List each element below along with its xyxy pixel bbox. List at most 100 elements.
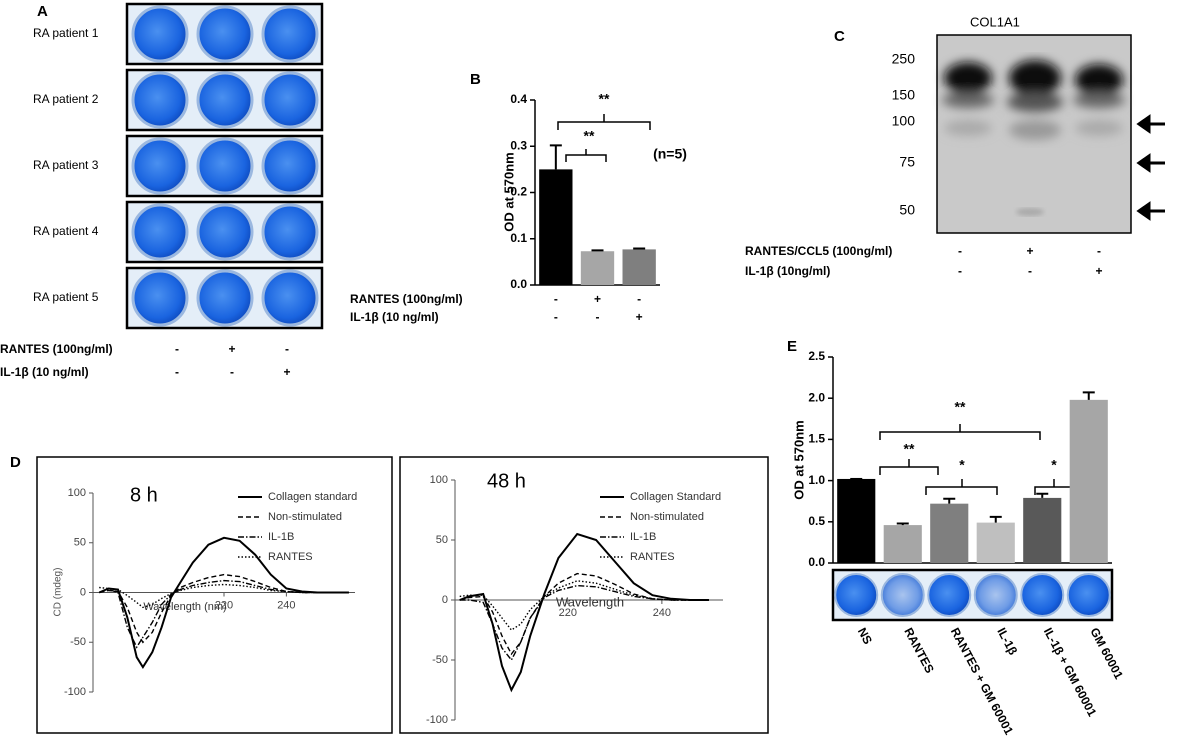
significance-brackets xyxy=(557,114,1074,495)
panel-label: C xyxy=(834,28,845,45)
condition-sign: - xyxy=(230,365,234,379)
y-axis-label: OD at 570nm xyxy=(791,420,806,499)
y-tick-label: 2.0 xyxy=(808,390,825,404)
bar xyxy=(976,522,1015,563)
x-axis-label: Wavelength (nm) xyxy=(143,601,226,613)
x-tick-label: 220 xyxy=(559,607,577,619)
mw-marker: 150 xyxy=(892,87,916,103)
error-bar xyxy=(591,249,604,252)
annotation: ** xyxy=(904,441,915,457)
well xyxy=(196,5,254,63)
y-tick-label: 50 xyxy=(74,537,86,549)
y-tick-label: 0.2 xyxy=(510,185,527,199)
y-tick-label: 0.3 xyxy=(510,138,527,152)
error-bar xyxy=(1082,391,1095,400)
condition-sign: + xyxy=(1095,264,1102,278)
x-tick-label: GM 60001 xyxy=(1087,625,1126,681)
row-label: RA patient 2 xyxy=(33,92,99,106)
legend-label: Collagen standard xyxy=(268,491,357,503)
y-tick-label: 0.5 xyxy=(808,514,825,528)
condition-sign: - xyxy=(554,292,558,306)
annotation: ** xyxy=(599,91,610,107)
condition-sign: - xyxy=(637,292,641,306)
well xyxy=(880,573,925,617)
condition-sign: - xyxy=(958,244,962,258)
mw-marker: 50 xyxy=(899,202,915,218)
line-chart: -100 -50 0 50 100 220 240 D CD (mdeg) 8 h Waveleng… xyxy=(10,454,357,698)
condition-sign: - xyxy=(958,264,962,278)
well xyxy=(261,5,319,63)
error-bar xyxy=(1036,492,1049,498)
y-tick-label: 0.1 xyxy=(510,231,527,245)
error-bar xyxy=(943,497,956,504)
x-tick-label: IL-1β xyxy=(994,625,1020,657)
annotation: (n=5) xyxy=(653,146,687,162)
well xyxy=(131,269,189,327)
series-line xyxy=(459,572,709,656)
condition-label: RANTES (100ng/ml) xyxy=(0,342,113,356)
panel-label: E xyxy=(787,338,797,355)
well xyxy=(973,573,1018,617)
well xyxy=(196,269,254,327)
series-line xyxy=(98,579,349,649)
legend-label: IL-1B xyxy=(268,531,294,543)
legend-label: RANTES xyxy=(268,551,313,563)
series-line xyxy=(459,532,709,693)
well xyxy=(261,137,319,195)
x-tick-label: NS xyxy=(855,625,875,646)
well xyxy=(196,203,254,261)
error-bar xyxy=(549,144,562,170)
row-label: RA patient 4 xyxy=(33,224,99,238)
well xyxy=(1066,573,1111,617)
series-line xyxy=(459,584,709,662)
legend-label: IL-1B xyxy=(630,531,656,543)
well xyxy=(131,203,189,261)
legend-label: Collagen Standard xyxy=(630,491,721,503)
y-tick-label: 50 xyxy=(436,534,448,546)
panel-label: D xyxy=(10,454,21,471)
y-tick-label: 0.0 xyxy=(808,555,825,569)
y-tick-label: 0.4 xyxy=(510,92,527,106)
x-tick-label: IL-1β + GM 60001 xyxy=(1041,625,1100,719)
condition-sign: + xyxy=(228,342,235,356)
well xyxy=(261,71,319,129)
legend-label: RANTES xyxy=(630,551,675,563)
y-tick-label: -50 xyxy=(70,636,86,648)
bar-chart: 0.0 0.1 0.2 0.3 0.4 OD at 570nm B ** ** (n=5) RANT… xyxy=(350,71,687,324)
well xyxy=(131,5,189,63)
y-tick-label: -50 xyxy=(432,654,448,666)
series-line xyxy=(98,536,349,669)
row-label: RA patient 5 xyxy=(33,290,99,304)
x-axis-label: Wavelength xyxy=(556,594,624,609)
y-axis-label: CD (mdeg) xyxy=(53,568,64,617)
well xyxy=(131,71,189,129)
mw-marker: 100 xyxy=(892,113,916,129)
error-bar xyxy=(989,515,1002,523)
well xyxy=(261,269,319,327)
condition-sign: - xyxy=(596,310,600,324)
mw-marker: 250 xyxy=(892,51,916,67)
bar xyxy=(539,169,573,285)
condition-sign: + xyxy=(594,292,601,306)
y-tick-label: 2.5 xyxy=(808,349,825,363)
annotation: * xyxy=(959,457,965,473)
error-bar xyxy=(633,247,646,250)
condition-sign: - xyxy=(1028,264,1032,278)
well xyxy=(196,71,254,129)
y-tick-label: 1.0 xyxy=(808,473,825,487)
condition-label: IL-1β (10 ng/ml) xyxy=(0,365,89,379)
line-chart: -100 -50 0 50 100 220 240 48 h Wavelength Collage… xyxy=(426,470,723,726)
chart-title: 48 h xyxy=(487,470,526,492)
y-tick-label: 0.0 xyxy=(510,277,527,291)
error-bar xyxy=(896,522,909,526)
legend-label: Non-stimulated xyxy=(630,511,704,523)
bar xyxy=(930,503,969,563)
panel-label: A xyxy=(37,3,48,20)
x-tick-label: 220 xyxy=(215,599,233,611)
condition-sign: - xyxy=(285,342,289,356)
y-tick-label: 100 xyxy=(430,474,448,486)
x-tick-label: RANTES xyxy=(901,625,937,675)
annotation: ** xyxy=(955,399,966,415)
panel-label: B xyxy=(470,71,481,88)
